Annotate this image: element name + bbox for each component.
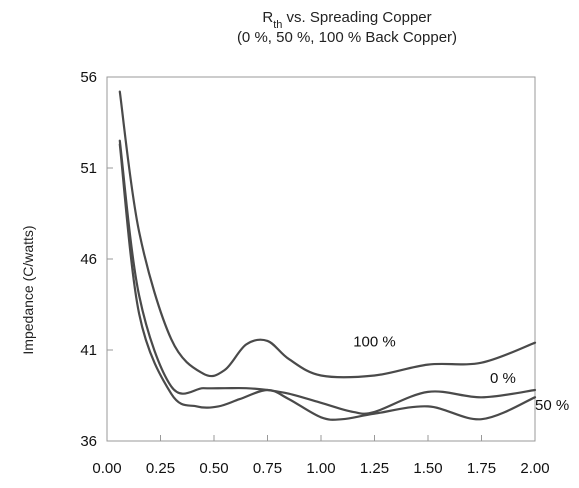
x-tick-label: 1.25 [360, 460, 389, 477]
chart-title: Rth vs. Spreading Copper [262, 9, 431, 31]
x-tick-label: 0.00 [92, 460, 121, 477]
series-line-100-percent [118, 90, 537, 379]
series-label-0-percent: 0 % [490, 370, 516, 387]
x-tick-label: 0.75 [253, 460, 282, 477]
series-lines [118, 90, 537, 421]
x-axis-ticks: 0.00 0.25 0.50 0.75 1.00 1.25 1.50 1.75 2.00 [92, 435, 550, 477]
x-tick-label: 0.25 [146, 460, 175, 477]
y-tick-label: 51 [80, 160, 97, 177]
series-label-50-percent: 50 % [535, 397, 569, 414]
series-line-0-percent [118, 139, 537, 415]
x-tick-label: 1.00 [306, 460, 335, 477]
series-label-100-percent: 100 % [353, 333, 396, 350]
x-tick-label: 1.75 [467, 460, 496, 477]
y-tick-label: 46 [80, 251, 97, 268]
y-axis-ticks: 36 41 46 51 56 [80, 69, 113, 450]
y-tick-label: 41 [80, 342, 97, 359]
series-labels: 100 % 0 % 50 % [353, 333, 569, 414]
x-tick-label: 1.50 [413, 460, 442, 477]
y-tick-label: 36 [80, 433, 97, 450]
y-axis-label: Impedance (C/watts) [20, 225, 36, 354]
x-tick-label: 2.00 [520, 460, 549, 477]
series-line-50-percent [118, 143, 537, 421]
chart-subtitle: (0 %, 50 %, 100 % Back Copper) [237, 29, 457, 46]
y-tick-label: 56 [80, 69, 97, 86]
x-tick-label: 0.50 [199, 460, 228, 477]
